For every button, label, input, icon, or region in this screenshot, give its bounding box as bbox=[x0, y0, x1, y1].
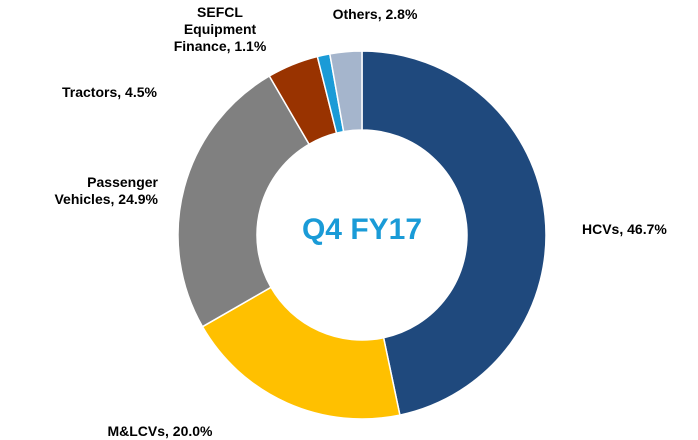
slice-label: Passenger Vehicles, 24.9% bbox=[54, 174, 158, 207]
donut-slice bbox=[361, 50, 547, 416]
donut-slice bbox=[201, 286, 401, 420]
slice-label: M&LCVs, 20.0% bbox=[107, 423, 213, 439]
slice-label: HCVs, 46.7% bbox=[582, 221, 667, 237]
slice-label: SEFCL Equipment Finance, 1.1% bbox=[173, 4, 267, 54]
donut-slice bbox=[328, 50, 363, 133]
center-text: Q4 FY17 bbox=[301, 213, 423, 246]
slice-label: Others, 2.8% bbox=[332, 6, 418, 22]
donut-slice bbox=[177, 75, 311, 328]
slice-label: Tractors, 4.5% bbox=[62, 84, 157, 100]
